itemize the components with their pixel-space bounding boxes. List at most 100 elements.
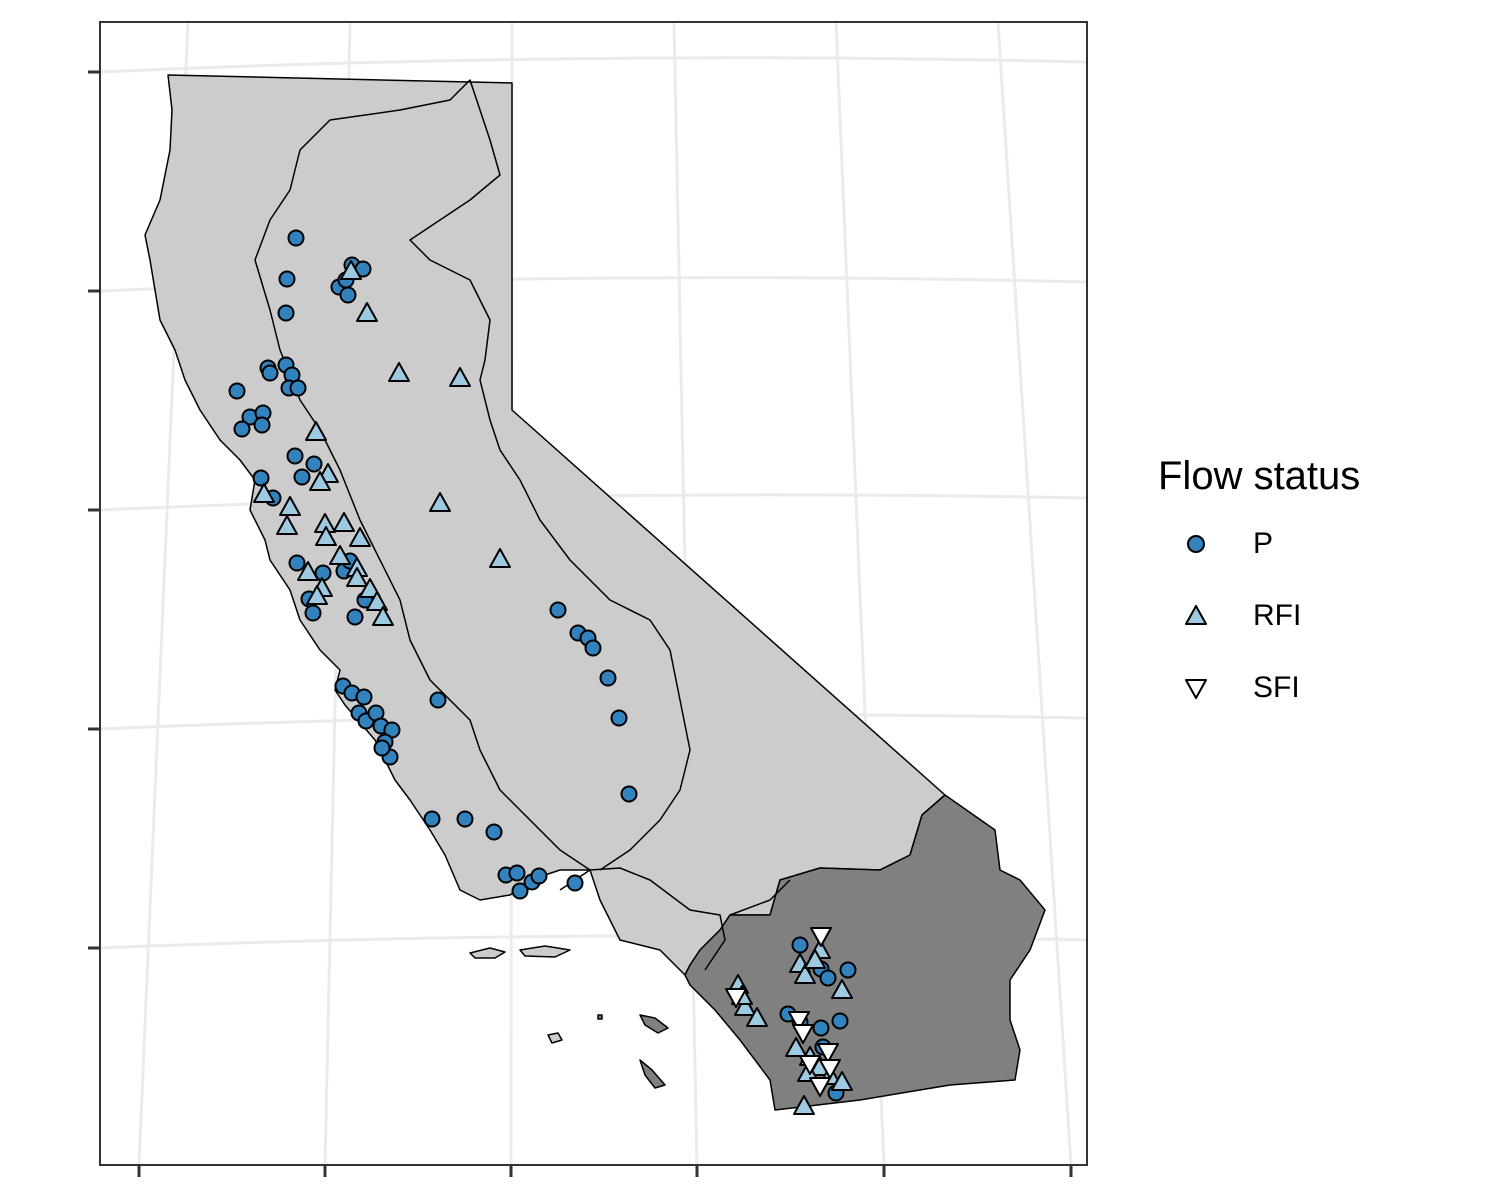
site-point-rfi bbox=[276, 515, 298, 535]
site-point-rfi bbox=[297, 561, 319, 581]
region-boundary-central-south bbox=[559, 867, 726, 971]
region-boundary-central-valley bbox=[254, 79, 691, 871]
site-point-rfi bbox=[253, 483, 275, 503]
southern-california-region bbox=[684, 794, 1046, 1111]
northern-california-region bbox=[144, 74, 946, 976]
site-point-rfi bbox=[489, 548, 511, 568]
legend-item-p: P bbox=[1158, 520, 1478, 592]
site-point-sfi bbox=[725, 988, 747, 1008]
site-point-p bbox=[566, 874, 584, 892]
island bbox=[519, 945, 571, 958]
site-point-p bbox=[429, 691, 447, 709]
site-point-p bbox=[355, 688, 373, 706]
site-point-p bbox=[346, 608, 364, 626]
site-point-sfi bbox=[810, 927, 832, 947]
legend: Flow status P RFI SFI bbox=[1158, 450, 1478, 736]
region-boundary-south-inland bbox=[729, 879, 791, 916]
site-point-p bbox=[610, 709, 628, 727]
circle-marker-icon bbox=[1187, 535, 1205, 553]
site-point-rfi bbox=[279, 496, 301, 516]
site-point-rfi bbox=[429, 492, 451, 512]
site-point-p bbox=[511, 882, 529, 900]
site-point-p bbox=[584, 639, 602, 657]
site-points bbox=[228, 229, 857, 1115]
site-point-p bbox=[287, 229, 305, 247]
site-point-rfi bbox=[746, 1007, 768, 1027]
legend-item-rfi: RFI bbox=[1158, 592, 1478, 664]
site-point-rfi bbox=[306, 585, 328, 605]
site-point-rfi bbox=[794, 964, 816, 984]
site-point-p bbox=[278, 270, 296, 288]
site-point-rfi bbox=[349, 527, 371, 547]
site-point-p bbox=[305, 455, 323, 473]
site-point-p bbox=[819, 969, 837, 987]
site-point-p bbox=[423, 810, 441, 828]
site-point-p bbox=[456, 810, 474, 828]
site-point-rfi bbox=[793, 1095, 815, 1115]
site-point-rfi bbox=[340, 260, 362, 280]
site-point-rfi bbox=[329, 545, 351, 565]
site-point-p bbox=[252, 469, 270, 487]
site-point-p bbox=[233, 420, 251, 438]
legend-item-sfi: SFI bbox=[1158, 664, 1478, 736]
site-point-p bbox=[261, 364, 279, 382]
site-point-rfi bbox=[785, 1037, 807, 1057]
site-point-sfi bbox=[819, 1059, 841, 1079]
triangle-up-marker-icon bbox=[1185, 605, 1207, 625]
california-regions bbox=[144, 74, 1046, 1111]
site-point-p bbox=[599, 669, 617, 687]
site-point-rfi bbox=[359, 578, 381, 598]
site-point-rfi bbox=[804, 949, 826, 969]
site-point-p bbox=[812, 1019, 830, 1037]
axis-ticks bbox=[88, 70, 1073, 1177]
site-point-p bbox=[253, 416, 271, 434]
site-point-p bbox=[485, 823, 503, 841]
site-point-p bbox=[791, 936, 809, 954]
site-point-p bbox=[831, 1012, 849, 1030]
panel-border bbox=[99, 21, 1088, 1166]
site-point-p bbox=[288, 554, 306, 572]
legend-label: RFI bbox=[1253, 599, 1302, 632]
site-point-rfi bbox=[734, 996, 756, 1016]
site-point-rfi bbox=[831, 1071, 853, 1091]
island bbox=[547, 1032, 563, 1044]
site-point-p bbox=[549, 601, 567, 619]
legend-label: SFI bbox=[1253, 671, 1300, 704]
site-point-p bbox=[373, 739, 391, 757]
site-point-rfi bbox=[315, 526, 337, 546]
site-point-p bbox=[228, 382, 246, 400]
site-point-rfi bbox=[305, 421, 327, 441]
site-point-p bbox=[339, 286, 357, 304]
site-point-sfi bbox=[809, 1077, 831, 1097]
site-point-rfi bbox=[372, 606, 394, 626]
legend-label: P bbox=[1253, 527, 1274, 560]
site-point-p bbox=[293, 468, 311, 486]
site-point-p bbox=[508, 864, 526, 882]
site-point-rfi bbox=[356, 302, 378, 322]
site-point-rfi bbox=[388, 362, 410, 382]
site-point-rfi bbox=[831, 979, 853, 999]
site-point-rfi bbox=[366, 591, 388, 611]
site-point-p bbox=[620, 785, 638, 803]
site-point-p bbox=[530, 867, 548, 885]
site-point-rfi bbox=[346, 567, 368, 587]
site-point-rfi bbox=[309, 471, 331, 491]
site-point-sfi bbox=[817, 1043, 839, 1063]
site-point-sfi bbox=[799, 1055, 821, 1075]
site-point-p bbox=[289, 379, 307, 397]
island bbox=[639, 1014, 669, 1034]
island bbox=[597, 1014, 603, 1020]
site-point-p bbox=[839, 961, 857, 979]
site-point-p bbox=[277, 304, 295, 322]
site-point-sfi bbox=[788, 1011, 810, 1031]
site-point-p bbox=[304, 604, 322, 622]
site-point-rfi bbox=[333, 512, 355, 532]
triangle-down-marker-icon bbox=[1185, 679, 1207, 699]
island bbox=[639, 1059, 666, 1089]
site-point-p bbox=[286, 447, 304, 465]
legend-title: Flow status bbox=[1158, 454, 1361, 498]
site-point-sfi bbox=[792, 1024, 814, 1044]
island bbox=[469, 947, 506, 959]
site-point-rfi bbox=[449, 367, 471, 387]
